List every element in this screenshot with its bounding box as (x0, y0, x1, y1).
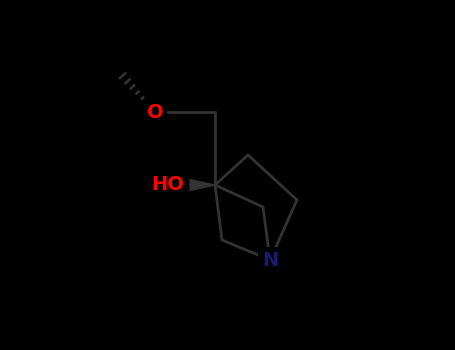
Text: O: O (147, 103, 163, 121)
Text: HO: HO (152, 175, 184, 195)
Text: O: O (147, 103, 163, 121)
Polygon shape (190, 180, 215, 190)
Text: HO: HO (152, 175, 184, 195)
Text: N: N (262, 251, 278, 270)
Text: N: N (262, 251, 278, 270)
